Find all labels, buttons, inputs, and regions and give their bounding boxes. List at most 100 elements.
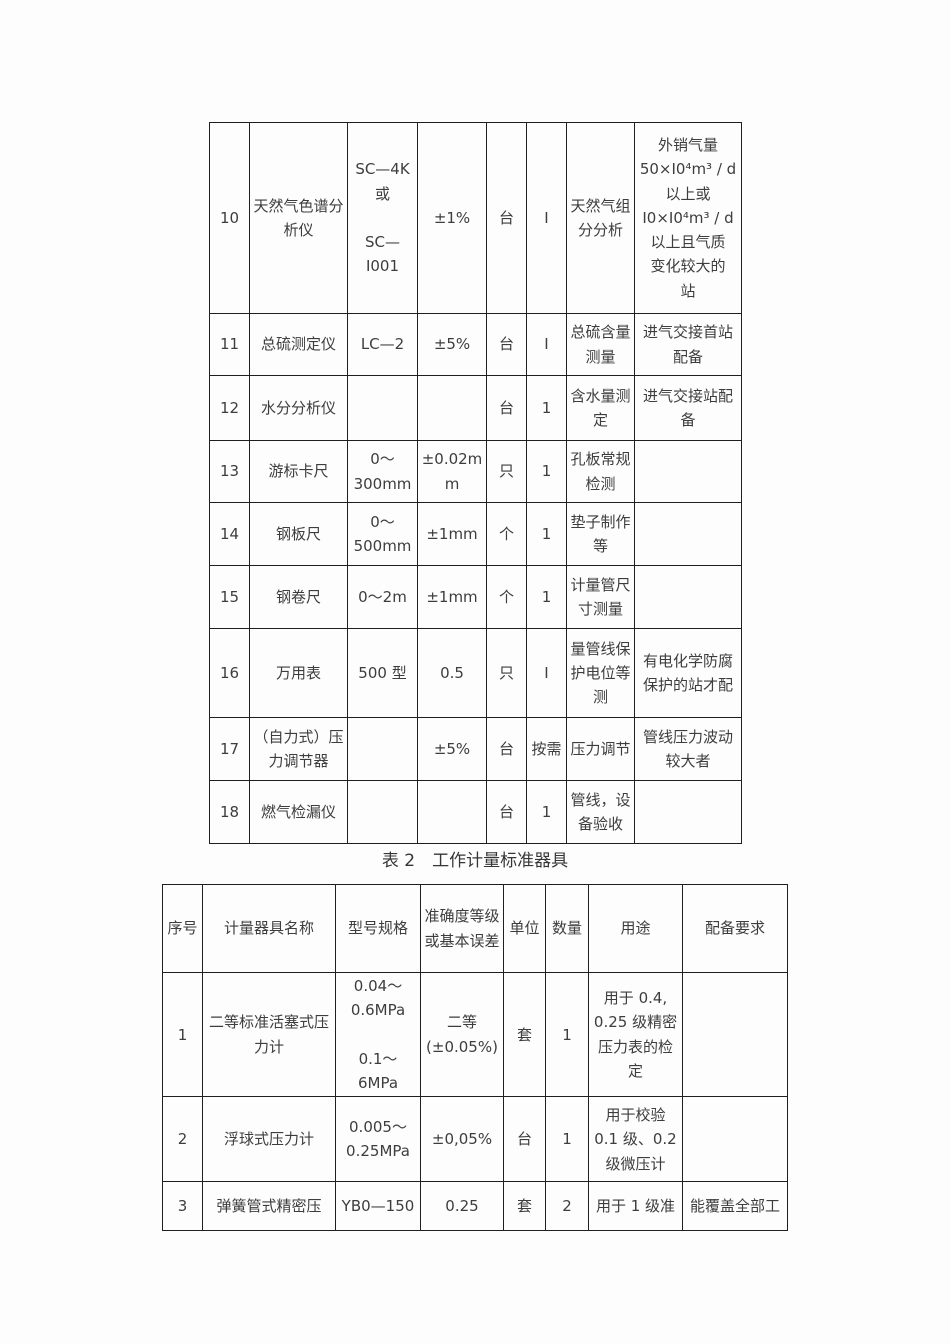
cell-accuracy: ±1mm <box>417 502 487 566</box>
cell-serial-number: 17 <box>209 717 250 781</box>
cell-model-spec: LC—2 <box>347 313 418 376</box>
header-instrument-name: 计量器具名称 <box>202 884 336 973</box>
cell-purpose: 天然气组分分析 <box>566 122 635 314</box>
cell-unit: 个 <box>486 565 527 629</box>
cell-model-spec: 0～500mm <box>347 502 418 566</box>
cell-purpose: 用于校验 0.1 级、0.2 级微压计 <box>588 1096 683 1183</box>
table-row: 1 二等标准活塞式压力计 0.04～ 0.6MPa 0.1～6MPa 二等 (±… <box>162 971 788 1098</box>
cell-purpose: 孔板常规检测 <box>566 440 635 503</box>
working-standards-table: 序号 计量器具名称 型号规格 准确度等级或基本误差 单位 数量 用途 配备要求 … <box>162 884 788 1232</box>
table-row: 15 钢卷尺 0～2m ±1mm 个 1 计量管尺寸测量 <box>209 565 742 629</box>
cell-instrument-name: 弹簧管式精密压 <box>202 1181 336 1232</box>
cell-quantity: 1 <box>526 780 567 844</box>
header-purpose: 用途 <box>588 884 683 973</box>
table-row: 11 总硫测定仪 LC—2 ±5% 台 I 总硫含量测量 进气交接首站配备 <box>209 313 742 376</box>
cell-instrument-name: 水分分析仪 <box>249 375 348 441</box>
cell-accuracy: ±0.02mm <box>417 440 487 503</box>
cell-instrument-name: 钢板尺 <box>249 502 348 566</box>
cell-model-spec: 0.005～ 0.25MPa <box>335 1096 421 1183</box>
cell-unit: 台 <box>503 1096 546 1183</box>
header-model-spec: 型号规格 <box>335 884 421 973</box>
cell-serial-number: 15 <box>209 565 250 629</box>
table-row: 10 天然气色谱分析仪 SC—4K 或 SC—I001 ±1% 台 I 天然气组… <box>209 122 742 314</box>
cell-quantity: I <box>526 313 567 376</box>
cell-requirement <box>634 565 742 629</box>
cell-accuracy <box>417 780 487 844</box>
header-requirement: 配备要求 <box>682 884 788 973</box>
cell-quantity: 1 <box>526 440 567 503</box>
cell-model-spec: YB0—150 <box>335 1181 421 1232</box>
cell-requirement: 能覆盖全部工 <box>682 1181 788 1232</box>
cell-accuracy: ±0,05% <box>420 1096 504 1183</box>
cell-accuracy: 0.5 <box>417 628 487 718</box>
table-header-row: 序号 计量器具名称 型号规格 准确度等级或基本误差 单位 数量 用途 配备要求 <box>162 884 788 973</box>
cell-requirement <box>634 502 742 566</box>
cell-serial-number: 2 <box>162 1096 203 1183</box>
cell-unit: 台 <box>486 780 527 844</box>
cell-serial-number: 1 <box>162 971 203 1098</box>
cell-unit: 台 <box>486 717 527 781</box>
table-row: 16 万用表 500 型 0.5 只 I 量管线保护电位等测 有电化学防腐保护的… <box>209 628 742 718</box>
table-row: 14 钢板尺 0～500mm ±1mm 个 1 垫子制作等 <box>209 502 742 566</box>
cell-accuracy: ±1mm <box>417 565 487 629</box>
cell-purpose: 压力调节 <box>566 717 635 781</box>
cell-model-spec <box>347 375 418 441</box>
cell-model-spec: 0～2m <box>347 565 418 629</box>
cell-model-spec: 0～300mm <box>347 440 418 503</box>
cell-instrument-name: 总硫测定仪 <box>249 313 348 376</box>
cell-instrument-name: 燃气检漏仪 <box>249 780 348 844</box>
cell-quantity: I <box>526 628 567 718</box>
cell-instrument-name: 游标卡尺 <box>249 440 348 503</box>
cell-serial-number: 18 <box>209 780 250 844</box>
cell-quantity: I <box>526 122 567 314</box>
cell-accuracy: ±1% <box>417 122 487 314</box>
cell-requirement <box>634 780 742 844</box>
cell-model-spec <box>347 780 418 844</box>
cell-quantity: 1 <box>545 1096 589 1183</box>
cell-unit: 台 <box>486 313 527 376</box>
header-accuracy: 准确度等级或基本误差 <box>420 884 504 973</box>
cell-requirement: 进气交接首站配备 <box>634 313 742 376</box>
cell-purpose: 垫子制作等 <box>566 502 635 566</box>
cell-model-spec: 500 型 <box>347 628 418 718</box>
table-row: 3 弹簧管式精密压 YB0—150 0.25 套 2 用于 1 级准 能覆盖全部… <box>162 1181 788 1232</box>
cell-unit: 个 <box>486 502 527 566</box>
cell-requirement: 管线压力波动较大者 <box>634 717 742 781</box>
cell-unit: 套 <box>503 971 546 1098</box>
cell-unit: 台 <box>486 375 527 441</box>
cell-requirement <box>682 1096 788 1183</box>
cell-instrument-name: 二等标准活塞式压力计 <box>202 971 336 1098</box>
cell-serial-number: 3 <box>162 1181 203 1232</box>
header-serial-number: 序号 <box>162 884 203 973</box>
cell-requirement: 进气交接站配备 <box>634 375 742 441</box>
cell-quantity: 2 <box>545 1181 589 1232</box>
cell-quantity: 1 <box>526 375 567 441</box>
cell-instrument-name: 天然气色谱分析仪 <box>249 122 348 314</box>
cell-purpose: 量管线保护电位等测 <box>566 628 635 718</box>
metering-equipment-table: 10 天然气色谱分析仪 SC—4K 或 SC—I001 ±1% 台 I 天然气组… <box>209 122 742 844</box>
cell-purpose: 管线，设备验收 <box>566 780 635 844</box>
cell-serial-number: 13 <box>209 440 250 503</box>
cell-instrument-name: 浮球式压力计 <box>202 1096 336 1183</box>
cell-model-spec <box>347 717 418 781</box>
cell-quantity: 1 <box>526 565 567 629</box>
cell-serial-number: 14 <box>209 502 250 566</box>
table-row: 18 燃气检漏仪 台 1 管线，设备验收 <box>209 780 742 844</box>
cell-requirement <box>634 440 742 503</box>
cell-instrument-name: （自力式）压力调节器 <box>249 717 348 781</box>
cell-serial-number: 11 <box>209 313 250 376</box>
cell-serial-number: 12 <box>209 375 250 441</box>
table-row: 17 （自力式）压力调节器 ±5% 台 按需 压力调节 管线压力波动较大者 <box>209 717 742 781</box>
cell-quantity: 1 <box>526 502 567 566</box>
cell-serial-number: 10 <box>209 122 250 314</box>
cell-model-spec: SC—4K 或 SC—I001 <box>347 122 418 314</box>
table-row: 12 水分分析仪 台 1 含水量测定 进气交接站配备 <box>209 375 742 441</box>
cell-accuracy: 0.25 <box>420 1181 504 1232</box>
cell-purpose: 用于 0.4, 0.25 级精密压力表的检定 <box>588 971 683 1098</box>
cell-unit: 只 <box>486 628 527 718</box>
cell-accuracy: 二等 (±0.05%) <box>420 971 504 1098</box>
table-row: 13 游标卡尺 0～300mm ±0.02mm 只 1 孔板常规检测 <box>209 440 742 503</box>
header-unit: 单位 <box>503 884 546 973</box>
cell-unit: 只 <box>486 440 527 503</box>
